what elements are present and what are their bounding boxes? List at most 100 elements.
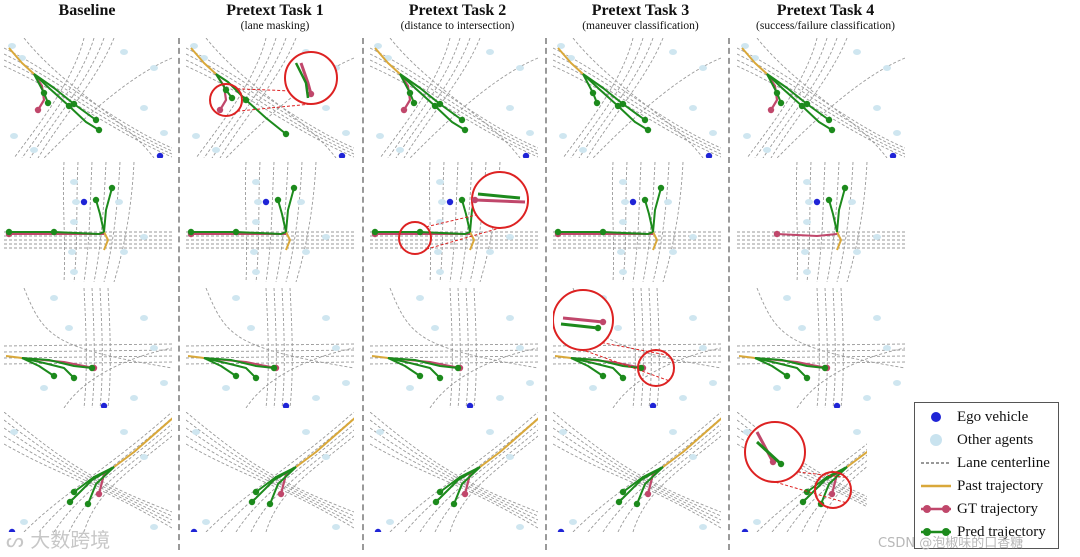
lane-centerline <box>107 288 111 408</box>
lane-centerline <box>553 47 721 149</box>
other-agent-marker <box>232 295 240 301</box>
pred-trajectory-point <box>92 196 100 204</box>
past-trajectory <box>741 47 768 75</box>
other-agent-marker <box>699 345 707 351</box>
gt-trajectory-zoomed <box>755 431 775 463</box>
pred-trajectory-point <box>70 488 78 496</box>
lane-centerline <box>846 162 868 282</box>
lane-centerline <box>449 288 453 408</box>
other-agent-marker <box>853 429 861 435</box>
lane-centerline <box>370 343 538 347</box>
pred-trajectory <box>277 199 287 233</box>
other-agent-marker <box>689 454 697 460</box>
past-trajectory <box>652 231 658 251</box>
gt-trajectory-zoomed-point <box>307 90 315 98</box>
other-agent-marker <box>20 519 28 525</box>
pred-trajectory-point <box>803 374 811 382</box>
legend-label: Ego vehicle <box>957 409 1029 425</box>
lane-centerline <box>771 448 867 532</box>
other-agent-marker <box>589 385 597 391</box>
pred-trajectory-point <box>593 99 601 107</box>
pred-trajectory-point <box>798 102 806 110</box>
other-agent-marker <box>893 380 901 386</box>
pred-trajectory-zoomed <box>294 62 310 99</box>
other-agent-marker <box>434 249 442 255</box>
lane-centerline <box>4 419 172 517</box>
pred-trajectory-point <box>637 364 645 372</box>
lane-centerline <box>83 162 93 282</box>
other-agent-marker <box>679 395 687 401</box>
lane-centerline <box>795 162 799 282</box>
pred-trajectory-point <box>95 126 103 134</box>
zoom-source-circle <box>209 83 243 117</box>
lane-centerline <box>389 288 538 369</box>
pred-trajectory <box>69 466 115 503</box>
pred-trajectory <box>269 466 297 505</box>
pred-trajectory <box>435 466 481 503</box>
column-separator <box>545 38 547 550</box>
other-agent-marker <box>893 130 901 136</box>
other-agent-marker <box>848 199 856 205</box>
ego-vehicle-marker <box>374 528 382 532</box>
column-separator <box>178 38 180 550</box>
past-trajectory <box>836 231 842 251</box>
pred-trajectory <box>802 466 848 503</box>
other-agent-marker <box>297 199 305 205</box>
lane-centerline <box>553 435 721 525</box>
trajectory-panel-row3-col3 <box>370 288 538 408</box>
other-agent-marker <box>486 429 494 435</box>
other-agent-marker <box>252 269 260 275</box>
other-agent-marker <box>72 199 80 205</box>
lane-centerline <box>578 38 654 158</box>
lane-centerline <box>395 38 471 158</box>
past-trajectory <box>285 231 291 251</box>
lane-centerline <box>553 361 721 365</box>
pred-trajectory <box>203 357 257 379</box>
gt-trajectory-zoomed-point <box>769 458 777 466</box>
other-agent-marker <box>120 249 128 255</box>
column-title-baseline: Baseline <box>22 2 152 20</box>
gt-trajectory-zoomed-point <box>599 318 607 326</box>
pred-trajectory-point <box>274 196 282 204</box>
other-agent-marker <box>741 43 749 49</box>
other-agent-marker <box>312 395 320 401</box>
pred-trajectory-point <box>416 372 424 380</box>
past-trajectory <box>8 47 35 75</box>
other-agent-marker <box>332 345 340 351</box>
pred-trajectory-point <box>44 99 52 107</box>
gt-trajectory-point <box>400 106 408 114</box>
lane-centerline <box>553 355 721 359</box>
other-agent-marker <box>559 429 567 435</box>
pred-trajectory-point <box>657 184 665 192</box>
other-agent-marker <box>621 199 629 205</box>
pred-trajectory-point <box>454 364 462 372</box>
lane-centerline <box>737 349 905 353</box>
watermark-logo-icon: ᔕ <box>6 528 24 552</box>
other-agent-marker <box>140 454 148 460</box>
pred-trajectory <box>820 466 848 505</box>
lane-centerline <box>203 38 277 158</box>
lane-centerline <box>652 162 670 282</box>
ego-vehicle-marker <box>100 402 108 408</box>
lane-centerline <box>379 38 451 158</box>
column-title-task1: Pretext Task 1 (lane masking) <box>195 2 355 33</box>
lane-centerline <box>4 47 172 149</box>
pred-trajectory-point <box>70 374 78 382</box>
lane-centerline <box>91 288 95 408</box>
other-agent-marker <box>192 133 200 139</box>
ego-vehicle-marker <box>8 528 16 532</box>
other-agent-marker <box>689 234 697 240</box>
ego-vehicle-marker <box>629 198 637 206</box>
other-agent-marker <box>436 269 444 275</box>
other-agent-marker <box>436 179 444 185</box>
pred-trajectory-zoomed-point <box>777 460 785 468</box>
other-agent-marker <box>70 219 78 225</box>
other-agent-marker <box>763 147 771 153</box>
past-trajectory <box>846 450 867 468</box>
lane-centerline <box>553 412 721 513</box>
lane-centerline <box>370 435 538 525</box>
pred-trajectory-point <box>84 500 92 508</box>
pred-trajectory-point <box>252 488 260 496</box>
lane-centerline <box>370 355 538 359</box>
trajectory-panel-row2-col3 <box>370 162 538 282</box>
